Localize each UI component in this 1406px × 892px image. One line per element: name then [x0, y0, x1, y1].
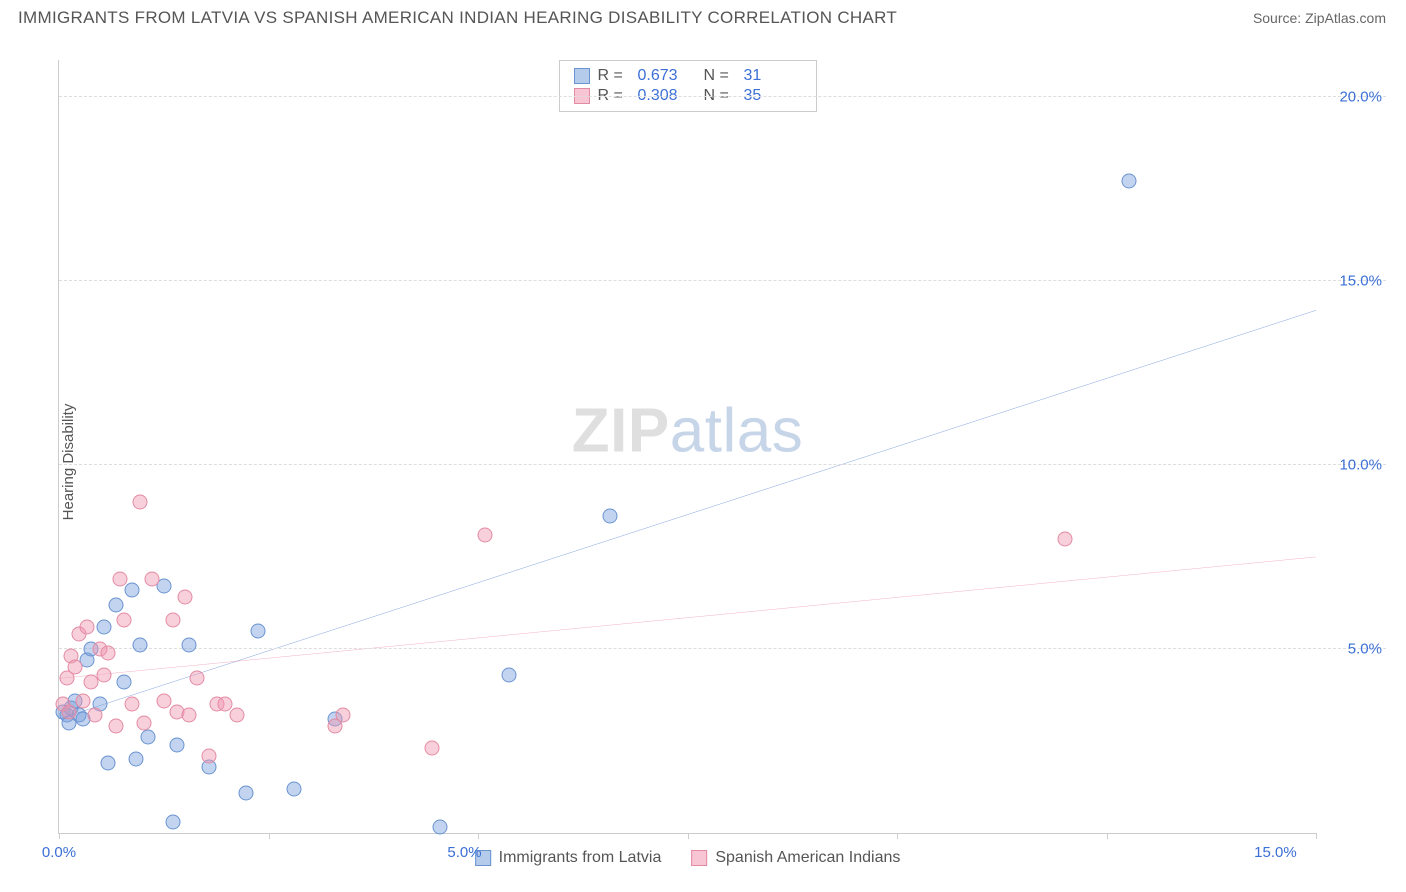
data-point	[181, 638, 196, 653]
trend-line	[59, 557, 1316, 678]
x-tick-mark	[688, 833, 689, 839]
data-point	[1122, 174, 1137, 189]
data-point	[133, 494, 148, 509]
data-point	[202, 748, 217, 763]
x-tick-label: 15.0%	[1254, 844, 1297, 861]
x-tick-mark	[59, 833, 60, 839]
x-tick-mark	[1316, 833, 1317, 839]
x-tick-mark	[897, 833, 898, 839]
swatch-pink-icon	[691, 850, 707, 866]
chart-area: Hearing Disability ZIPatlas R = 0.673 N …	[18, 40, 1386, 884]
data-point	[80, 619, 95, 634]
legend-item: Spanish American Indians	[691, 849, 900, 867]
chart-source: Source: ZipAtlas.com	[1253, 10, 1386, 26]
y-tick-label: 20.0%	[1339, 88, 1382, 105]
x-tick-label: 0.0%	[42, 844, 76, 861]
data-point	[157, 693, 172, 708]
swatch-blue-icon	[574, 68, 590, 84]
data-point	[100, 645, 115, 660]
chart-title: IMMIGRANTS FROM LATVIA VS SPANISH AMERIC…	[18, 8, 897, 28]
watermark-atlas: atlas	[670, 397, 803, 466]
data-point	[287, 781, 302, 796]
data-point	[169, 737, 184, 752]
data-point	[433, 820, 448, 835]
watermark: ZIPatlas	[572, 396, 803, 467]
data-point	[1057, 531, 1072, 546]
legend-label: Immigrants from Latvia	[499, 849, 662, 867]
data-point	[116, 612, 131, 627]
data-point	[96, 667, 111, 682]
x-tick-mark	[478, 833, 479, 839]
data-point	[477, 527, 492, 542]
data-point	[165, 814, 180, 829]
watermark-zip: ZIP	[572, 397, 670, 466]
data-point	[250, 623, 265, 638]
data-point	[165, 612, 180, 627]
y-tick-label: 15.0%	[1339, 272, 1382, 289]
data-point	[502, 667, 517, 682]
gridline-horizontal	[59, 464, 1386, 465]
x-tick-label: 5.0%	[447, 844, 481, 861]
gridline-horizontal	[59, 96, 1386, 97]
data-point	[177, 590, 192, 605]
stats-row: R = 0.673 N = 31	[574, 66, 802, 86]
data-point	[116, 675, 131, 690]
data-point	[218, 697, 233, 712]
correlation-stats-box: R = 0.673 N = 31 R = 0.308 N = 35	[559, 60, 817, 112]
legend: Immigrants from Latvia Spanish American …	[475, 849, 901, 867]
data-point	[96, 619, 111, 634]
data-point	[181, 708, 196, 723]
stat-n-value: 31	[744, 67, 802, 85]
data-point	[137, 715, 152, 730]
data-point	[133, 638, 148, 653]
data-point	[112, 572, 127, 587]
data-point	[124, 583, 139, 598]
data-point	[88, 708, 103, 723]
data-point	[129, 752, 144, 767]
scatter-plot: ZIPatlas R = 0.673 N = 31 R = 0.308 N = …	[58, 60, 1316, 834]
stat-r-value: 0.673	[638, 67, 696, 85]
data-point	[61, 704, 76, 719]
y-tick-label: 5.0%	[1348, 640, 1382, 657]
data-point	[108, 719, 123, 734]
legend-item: Immigrants from Latvia	[475, 849, 662, 867]
data-point	[603, 509, 618, 524]
data-point	[141, 730, 156, 745]
data-point	[230, 708, 245, 723]
data-point	[108, 597, 123, 612]
stat-r-label: R =	[598, 67, 630, 85]
legend-label: Spanish American Indians	[715, 849, 900, 867]
y-tick-label: 10.0%	[1339, 456, 1382, 473]
data-point	[124, 697, 139, 712]
gridline-horizontal	[59, 280, 1386, 281]
data-point	[238, 785, 253, 800]
chart-header: IMMIGRANTS FROM LATVIA VS SPANISH AMERIC…	[0, 0, 1406, 32]
data-point	[335, 708, 350, 723]
data-point	[100, 756, 115, 771]
data-point	[76, 693, 91, 708]
stat-n-label: N =	[704, 67, 736, 85]
data-point	[189, 671, 204, 686]
data-point	[425, 741, 440, 756]
data-point	[68, 660, 83, 675]
x-tick-mark	[269, 833, 270, 839]
data-point	[145, 572, 160, 587]
x-tick-mark	[1107, 833, 1108, 839]
trend-line	[59, 310, 1316, 719]
gridline-horizontal	[59, 648, 1386, 649]
